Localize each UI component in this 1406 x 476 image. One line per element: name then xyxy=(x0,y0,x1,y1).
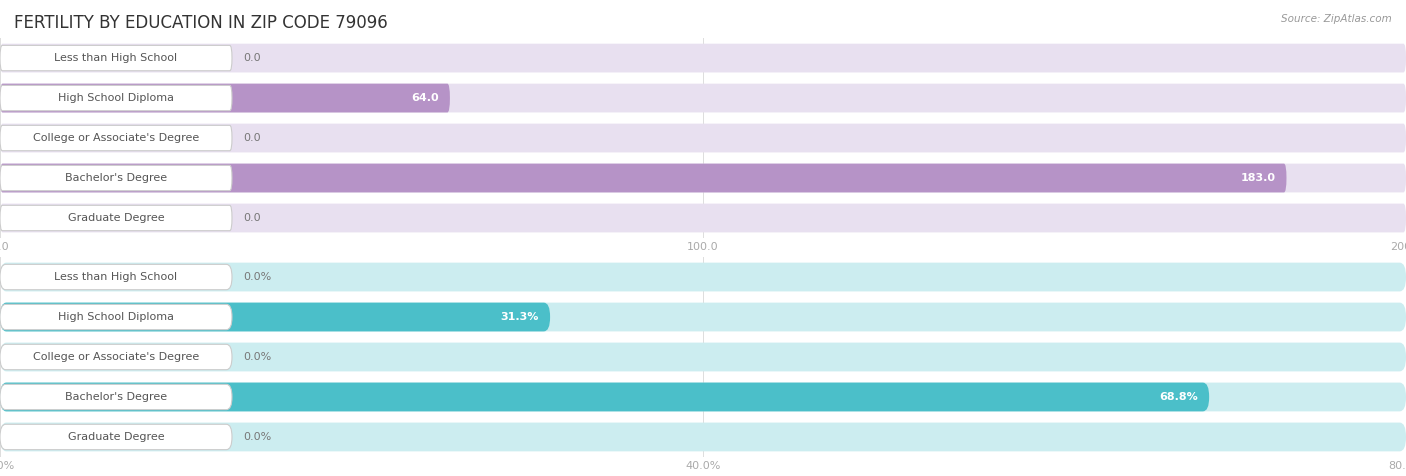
Text: 68.8%: 68.8% xyxy=(1159,392,1198,402)
FancyBboxPatch shape xyxy=(0,424,232,450)
Text: 64.0: 64.0 xyxy=(411,93,439,103)
FancyBboxPatch shape xyxy=(0,84,450,112)
Text: College or Associate's Degree: College or Associate's Degree xyxy=(32,133,200,143)
FancyBboxPatch shape xyxy=(0,164,1406,192)
Text: High School Diploma: High School Diploma xyxy=(58,93,174,103)
Text: 0.0: 0.0 xyxy=(243,213,262,223)
Text: Bachelor's Degree: Bachelor's Degree xyxy=(65,173,167,183)
FancyBboxPatch shape xyxy=(0,423,1406,451)
FancyBboxPatch shape xyxy=(0,205,232,231)
Text: 0.0%: 0.0% xyxy=(243,272,271,282)
Text: Less than High School: Less than High School xyxy=(55,272,177,282)
Text: High School Diploma: High School Diploma xyxy=(58,312,174,322)
Text: Graduate Degree: Graduate Degree xyxy=(67,213,165,223)
Text: 0.0: 0.0 xyxy=(243,53,262,63)
Text: Less than High School: Less than High School xyxy=(55,53,177,63)
FancyBboxPatch shape xyxy=(0,263,1406,291)
FancyBboxPatch shape xyxy=(0,264,232,290)
Text: FERTILITY BY EDUCATION IN ZIP CODE 79096: FERTILITY BY EDUCATION IN ZIP CODE 79096 xyxy=(14,14,388,32)
Text: 0.0%: 0.0% xyxy=(243,352,271,362)
FancyBboxPatch shape xyxy=(0,204,1406,232)
FancyBboxPatch shape xyxy=(0,84,1406,112)
FancyBboxPatch shape xyxy=(0,384,232,410)
FancyBboxPatch shape xyxy=(0,165,232,191)
FancyBboxPatch shape xyxy=(0,164,1286,192)
Text: College or Associate's Degree: College or Associate's Degree xyxy=(32,352,200,362)
FancyBboxPatch shape xyxy=(0,383,1209,411)
Text: Graduate Degree: Graduate Degree xyxy=(67,432,165,442)
FancyBboxPatch shape xyxy=(0,304,232,330)
FancyBboxPatch shape xyxy=(0,44,1406,72)
FancyBboxPatch shape xyxy=(0,344,232,370)
Text: 183.0: 183.0 xyxy=(1240,173,1275,183)
Text: 31.3%: 31.3% xyxy=(501,312,538,322)
FancyBboxPatch shape xyxy=(0,85,232,111)
Text: 0.0%: 0.0% xyxy=(243,432,271,442)
FancyBboxPatch shape xyxy=(0,125,232,151)
Text: 0.0: 0.0 xyxy=(243,133,262,143)
FancyBboxPatch shape xyxy=(0,343,1406,371)
FancyBboxPatch shape xyxy=(0,45,232,71)
Text: Source: ZipAtlas.com: Source: ZipAtlas.com xyxy=(1281,14,1392,24)
FancyBboxPatch shape xyxy=(0,303,550,331)
FancyBboxPatch shape xyxy=(0,124,1406,152)
FancyBboxPatch shape xyxy=(0,303,1406,331)
Text: Bachelor's Degree: Bachelor's Degree xyxy=(65,392,167,402)
FancyBboxPatch shape xyxy=(0,383,1406,411)
